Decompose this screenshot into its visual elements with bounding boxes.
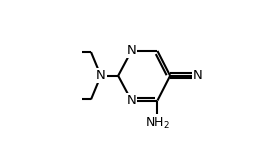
Text: N: N (96, 69, 106, 82)
Text: N: N (193, 69, 202, 82)
Text: N: N (127, 44, 136, 57)
Text: N: N (127, 94, 136, 107)
Text: NH$_2$: NH$_2$ (145, 116, 170, 131)
